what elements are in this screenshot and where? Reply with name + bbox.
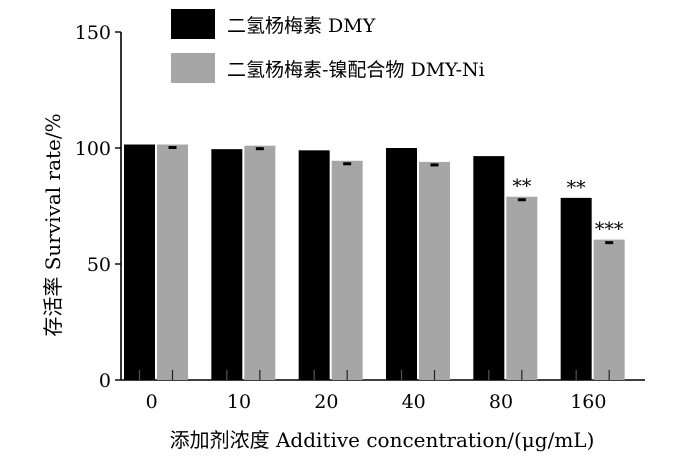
legend-label: 二氢杨梅素-镍配合物 DMY-Ni xyxy=(227,59,485,81)
bar xyxy=(331,160,363,380)
x-axis-title: 添加剂浓度 Additive concentration/(μg/mL) xyxy=(170,428,595,452)
bar xyxy=(386,148,417,380)
bar xyxy=(560,197,592,380)
x-tick-label: 20 xyxy=(314,391,338,413)
bar xyxy=(244,145,276,380)
legend-label: 二氢杨梅素 DMY xyxy=(227,15,376,37)
bar xyxy=(506,196,538,380)
x-tick-label: 40 xyxy=(402,391,426,413)
bar xyxy=(593,239,625,380)
x-tick-label: 160 xyxy=(570,391,606,413)
y-tick-label: 0 xyxy=(99,370,111,392)
x-tick-label: 10 xyxy=(227,391,251,413)
bar xyxy=(419,161,450,380)
significance-label: *** xyxy=(595,219,624,241)
bar xyxy=(298,150,330,380)
y-tick-label: 50 xyxy=(87,254,111,276)
legend-swatch xyxy=(171,9,215,39)
y-tick-label: 150 xyxy=(75,22,111,44)
x-tick-label: 0 xyxy=(146,391,158,413)
bar xyxy=(473,156,505,380)
bar xyxy=(157,144,188,380)
bar xyxy=(211,149,243,380)
significance-label: ** xyxy=(567,177,587,199)
legend-swatch xyxy=(171,53,215,83)
y-tick-label: 100 xyxy=(75,138,111,160)
significance-label: ** xyxy=(512,176,532,198)
x-tick-label: 80 xyxy=(489,391,513,413)
y-axis-title: 存活率 Survival rate/% xyxy=(41,113,65,336)
bar xyxy=(124,144,155,380)
legend: 二氢杨梅素 DMY 二氢杨梅素-镍配合物 DMY-Ni xyxy=(171,9,485,83)
